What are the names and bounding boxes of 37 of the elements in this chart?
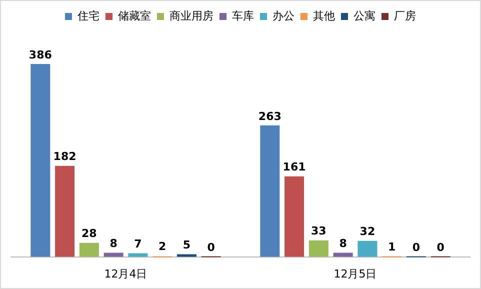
data-label: 33 xyxy=(311,224,326,238)
data-label: 182 xyxy=(53,150,76,164)
data-label: 263 xyxy=(258,110,282,123)
legend-label: 车库 xyxy=(232,9,254,22)
x-tick-label: 12月5日 xyxy=(334,267,377,280)
bar xyxy=(284,176,304,257)
legend-label: 其他 xyxy=(313,9,335,22)
bar xyxy=(176,254,196,257)
data-label: 2 xyxy=(158,240,166,254)
legend-label: 办公 xyxy=(272,9,294,22)
legend-label: 商业用房 xyxy=(170,9,214,22)
bar xyxy=(358,240,378,257)
bar xyxy=(30,64,50,257)
bar xyxy=(104,252,124,257)
data-label: 28 xyxy=(82,227,97,240)
data-label: 0 xyxy=(412,241,420,254)
bar xyxy=(55,166,75,257)
data-label: 0 xyxy=(207,241,216,254)
data-label: 8 xyxy=(339,237,347,250)
data-label: 5 xyxy=(182,238,191,252)
data-label: 161 xyxy=(282,160,306,174)
bar xyxy=(260,125,280,257)
legend-label: 公寓 xyxy=(354,9,376,22)
legend-label: 储藏室 xyxy=(118,9,151,22)
legend-label: 住宅 xyxy=(78,9,100,22)
bar xyxy=(308,240,328,257)
bar xyxy=(79,242,99,257)
data-label: 7 xyxy=(134,238,142,251)
data-label: 32 xyxy=(360,225,376,238)
legend-label: 厂房 xyxy=(394,9,416,22)
data-label: 8 xyxy=(110,237,118,250)
data-label: 0 xyxy=(436,241,445,254)
data-label: 386 xyxy=(28,48,52,62)
bar xyxy=(333,252,353,257)
bar xyxy=(128,253,148,257)
x-tick-label: 12月4日 xyxy=(104,267,148,280)
data-label: 1 xyxy=(388,240,396,254)
